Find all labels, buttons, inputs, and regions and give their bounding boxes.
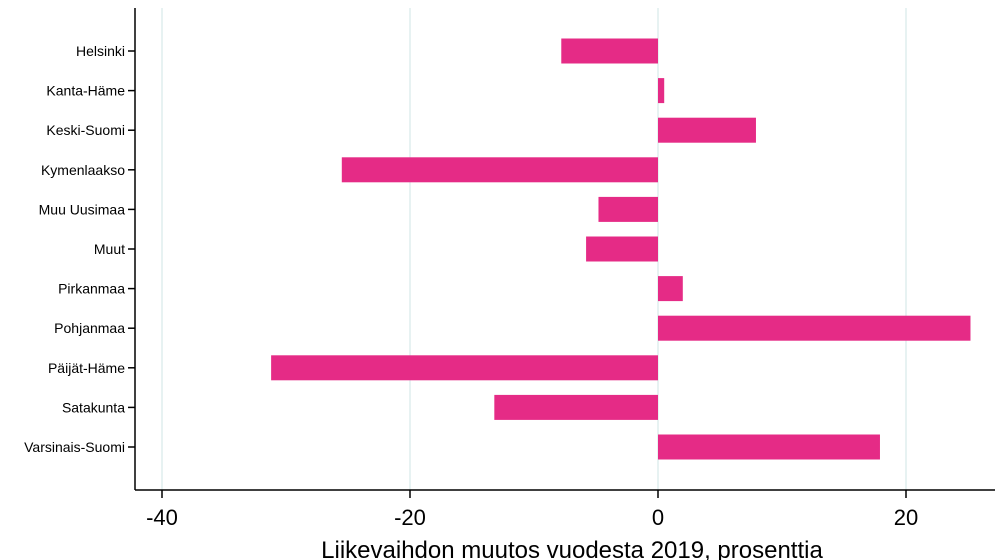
category-label: Varsinais-Suomi	[24, 439, 125, 455]
bar	[494, 394, 658, 420]
category-label: Päijät-Häme	[48, 360, 125, 376]
category-label: Keski-Suomi	[46, 122, 125, 138]
category-label: Muut	[94, 241, 125, 257]
x-tick-label: -20	[394, 505, 426, 530]
category-label: Helsinki	[76, 43, 125, 59]
bar	[598, 196, 658, 222]
bar	[658, 434, 880, 460]
category-labels: Helsinki Kanta-Häme Keski-Suomi Kymenlaakso…	[24, 43, 135, 455]
x-tick-label: 20	[894, 505, 918, 530]
x-tick-labels: -40 -20 0 20	[146, 490, 918, 530]
x-tick-label: -40	[146, 505, 178, 530]
category-label: Muu Uusimaa	[39, 201, 126, 217]
category-label: Pohjanmaa	[54, 320, 125, 336]
bar	[658, 78, 665, 104]
category-label: Kymenlaakso	[41, 162, 125, 178]
bar	[341, 157, 658, 183]
bars	[271, 38, 971, 460]
bar	[658, 315, 971, 341]
category-label: Pirkanmaa	[58, 281, 125, 297]
bar	[271, 355, 658, 381]
category-label: Kanta-Häme	[46, 83, 125, 99]
bar	[658, 117, 756, 143]
x-tick-label: 0	[652, 505, 664, 530]
bar	[561, 38, 658, 64]
x-axis-title: Liikevaihdon muutos vuodesta 2019, prose…	[321, 537, 823, 560]
bar	[586, 236, 658, 262]
category-label: Satakunta	[62, 399, 125, 415]
bar	[658, 276, 683, 302]
